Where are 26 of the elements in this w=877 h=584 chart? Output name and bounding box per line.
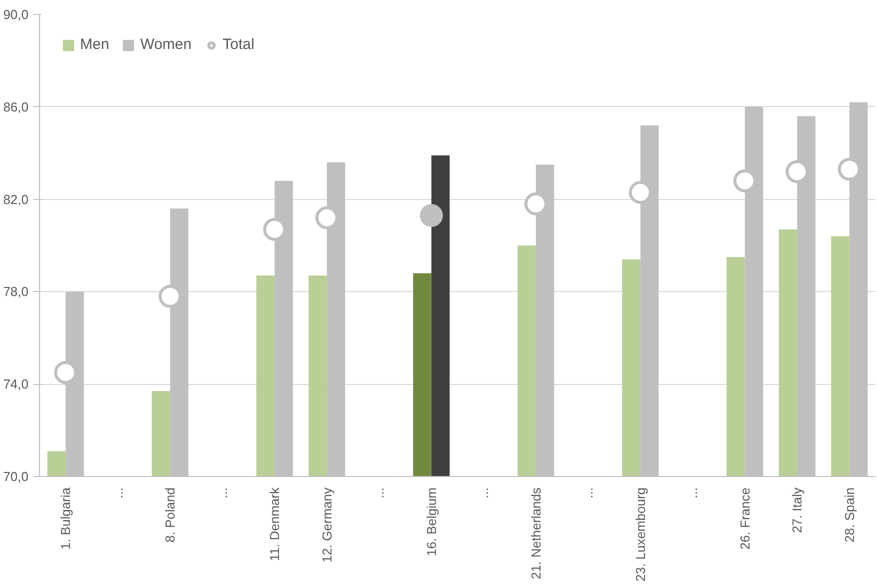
x-tick-label: 11. Denmark	[267, 487, 282, 561]
legend-label: Men	[80, 36, 110, 53]
x-tick-label: 26. France	[737, 487, 752, 550]
x-tick-label: 8. Poland	[162, 487, 178, 542]
legend-label: Total	[222, 36, 254, 53]
y-tick-label: 74,0	[3, 376, 29, 392]
point	[420, 204, 443, 227]
legend-label: Women	[140, 36, 192, 53]
x-tick-label: 23. Luxembourg	[632, 488, 648, 582]
y-tick-label: 90,0	[3, 7, 29, 22]
x-tick-label: 16. Belgium	[424, 487, 439, 556]
x-tick-label: 27. Italy	[790, 487, 805, 534]
y-tick-label: 86,0	[3, 99, 29, 114]
x-tick-label: 21. Netherlands	[528, 487, 544, 580]
x-tick-label: ...	[476, 487, 492, 498]
x-tick-label: ...	[685, 487, 700, 498]
y-tick-label: 82,0	[3, 192, 29, 207]
y-tick-label: 70,0	[3, 469, 29, 484]
y-tick-label: 78,0	[3, 284, 29, 300]
x-tick-label: ...	[580, 487, 596, 498]
x-tick-label: 28. Spain	[842, 487, 857, 542]
x-tick-label: ...	[372, 487, 387, 498]
x-tick-label: ...	[110, 487, 126, 498]
x-tick-label: 1. Bulgaria	[58, 486, 74, 550]
x-tick-label: 12. Germany	[319, 487, 334, 563]
x-tick-label: ...	[214, 487, 230, 498]
